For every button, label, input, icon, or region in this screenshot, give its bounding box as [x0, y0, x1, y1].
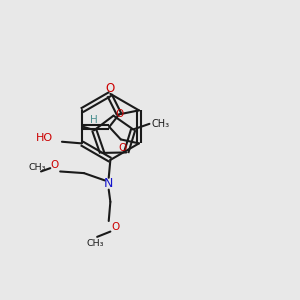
Text: O: O — [112, 222, 120, 232]
Text: HO: HO — [36, 133, 53, 143]
Text: O: O — [118, 143, 127, 153]
Text: O: O — [50, 160, 58, 170]
Text: CH₃: CH₃ — [87, 239, 104, 248]
Text: CH₃: CH₃ — [28, 163, 46, 172]
Text: H: H — [89, 115, 97, 124]
Text: O: O — [115, 109, 124, 119]
Text: N: N — [104, 177, 113, 190]
Text: O: O — [105, 82, 114, 95]
Text: CH₃: CH₃ — [152, 119, 170, 129]
